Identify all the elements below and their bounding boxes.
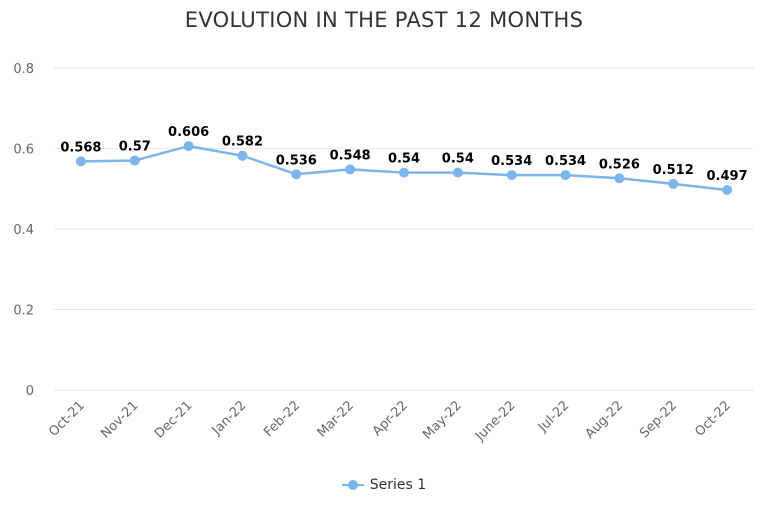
x-tick-label: Oct-22	[692, 398, 734, 440]
data-label: 0.582	[222, 135, 263, 150]
data-point	[668, 178, 679, 189]
chart-legend[interactable]: Series 1	[0, 477, 768, 495]
y-tick-label: 0.8	[13, 62, 34, 77]
data-label: 0.54	[442, 152, 474, 167]
data-label: 0.54	[388, 152, 420, 167]
data-label: 0.548	[330, 148, 371, 163]
data-point	[183, 141, 194, 152]
data-point	[506, 170, 517, 181]
x-tick-label: June-22	[472, 398, 518, 444]
x-tick-label: Aug-22	[583, 398, 627, 442]
x-tick-label: Feb-22	[261, 398, 303, 440]
data-point	[75, 156, 86, 167]
chart-title: EVOLUTION IN THE PAST 12 MONTHS	[184, 8, 584, 32]
y-tick-label: 0.2	[13, 304, 34, 319]
data-label: 0.57	[119, 140, 151, 155]
x-tick-label: Sep-22	[637, 398, 680, 441]
legend-marker-icon	[341, 479, 364, 491]
data-label: 0.497	[707, 169, 748, 184]
legend-label: Series 1	[369, 477, 427, 493]
x-tick-label: Jul-22	[535, 398, 572, 435]
data-point	[345, 164, 356, 175]
data-label: 0.526	[599, 157, 640, 172]
data-point	[560, 170, 571, 181]
data-point	[399, 167, 409, 178]
data-label: 0.534	[545, 154, 586, 169]
data-point	[291, 169, 302, 180]
data-point	[614, 173, 625, 184]
data-label: 0.568	[60, 140, 101, 155]
data-point	[129, 155, 140, 166]
legend-item-series-1[interactable]: Series 1	[341, 477, 427, 493]
x-tick-label: Oct-21	[46, 398, 88, 440]
data-label: 0.534	[491, 154, 532, 169]
data-label: 0.606	[168, 125, 209, 140]
x-tick-label: May-22	[420, 398, 464, 442]
y-tick-label: 0	[26, 384, 34, 399]
data-label: 0.536	[276, 153, 317, 168]
y-tick-label: 0.6	[13, 143, 34, 158]
x-tick-label: Nov-21	[98, 398, 141, 441]
x-tick-label: Mar-22	[315, 398, 357, 440]
x-tick-label: Apr-22	[370, 398, 411, 439]
data-point	[452, 167, 463, 178]
y-tick-label: 0.4	[13, 223, 34, 238]
data-point	[237, 150, 248, 161]
data-point	[722, 184, 733, 195]
data-label: 0.512	[653, 163, 694, 178]
x-tick-label: Dec-21	[152, 398, 195, 441]
x-tick-label: Jan-22	[209, 398, 250, 439]
